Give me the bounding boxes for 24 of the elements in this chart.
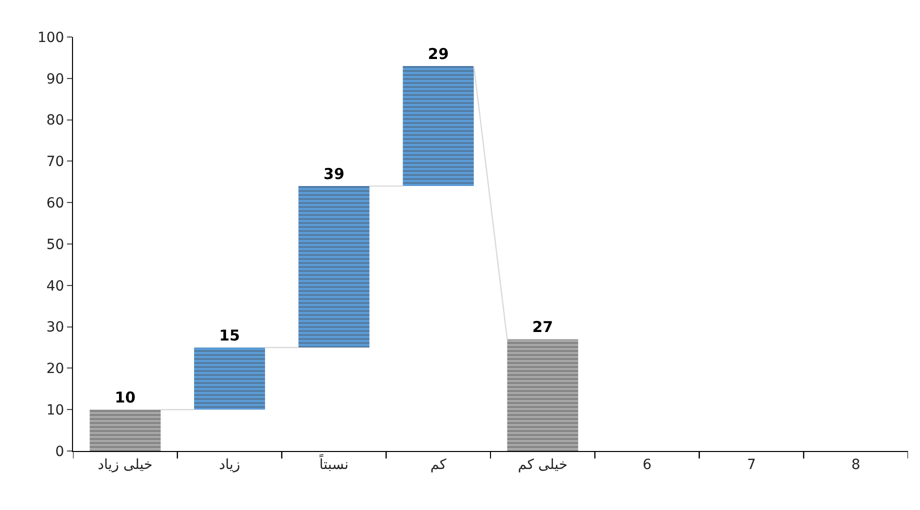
x-tick-label: خیلی کم [518,456,568,473]
y-tick-label: 10 [46,402,64,418]
y-tick-label: 0 [55,444,64,460]
y-tick-label: 30 [46,320,64,336]
data-label: 39 [324,165,344,184]
y-tick-label: 50 [46,236,64,253]
y-tick-label: 90 [46,71,64,88]
data-label: 15 [219,326,240,344]
data-label: 27 [532,318,554,336]
y-tick-label: 100 [37,30,64,46]
x-tick-label: نسبتاً [318,454,348,473]
data-label: 29 [428,44,449,63]
x-tick-label: زیاد [218,456,240,473]
x-tick-label: 8 [851,456,860,473]
x-tick-label: 6 [642,456,652,473]
y-tick-label: 80 [46,112,64,129]
x-tick-label: 7 [746,456,756,473]
y-tick-label: 40 [46,278,64,294]
y-tick-label: 60 [46,196,64,212]
data-label: 10 [114,388,136,407]
x-tick-label: خیلی زیاد [98,456,153,473]
x-tick-label: کم [430,456,447,473]
y-tick-label: 20 [46,361,64,378]
y-tick-label: 70 [46,154,64,170]
